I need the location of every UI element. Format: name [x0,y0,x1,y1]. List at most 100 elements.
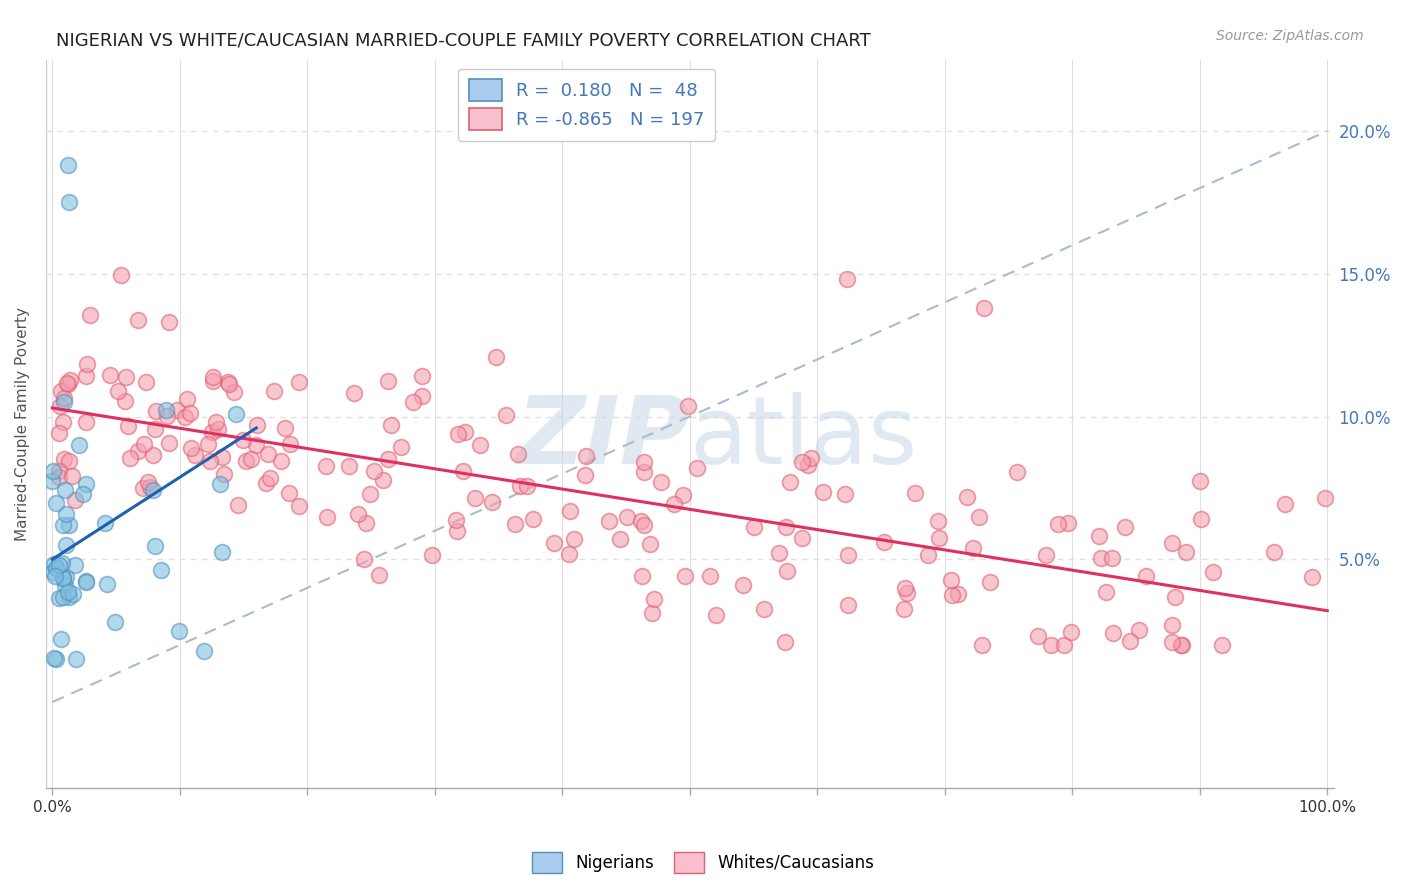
Point [288,375,311,389]
Point [60,468,83,483]
Point [893,602,915,616]
Point [609,533,631,547]
Point [193,643,215,657]
Point [58,454,80,468]
Point [509,479,531,493]
Point [1060,625,1083,640]
Point [970,638,993,652]
Point [1171,638,1194,652]
Point [903,486,925,500]
Point [51,556,73,570]
Point [641,606,664,620]
Point [52,590,75,604]
Point [598,514,620,528]
Point [928,531,950,545]
Point [1102,626,1125,640]
Point [145,404,167,418]
Point [44,651,66,665]
Point [48,558,70,572]
Point [214,467,236,481]
Text: Source: ZipAtlas.com: Source: ZipAtlas.com [1216,29,1364,43]
Point [630,514,652,528]
Point [49,399,72,413]
Point [411,388,433,402]
Point [139,480,162,494]
Point [75,574,97,589]
Point [53,483,76,497]
Legend: R =  0.180   N =  48, R = -0.865   N = 197: R = 0.180 N = 48, R = -0.865 N = 197 [458,69,716,141]
Point [1026,629,1049,643]
Point [166,403,188,417]
Point [699,569,721,583]
Point [377,452,399,467]
Point [1128,623,1150,637]
Point [811,485,834,500]
Point [1174,544,1197,558]
Text: NIGERIAN VS WHITE/CAUCASIAN MARRIED-COUPLE FAMILY POVERTY CORRELATION CHART: NIGERIAN VS WHITE/CAUCASIAN MARRIED-COUP… [56,31,870,49]
Point [1191,512,1213,526]
Point [896,585,918,599]
Point [485,350,508,364]
Point [481,495,503,509]
Point [754,602,776,616]
Point [179,406,201,420]
Point [337,458,360,473]
Point [127,312,149,326]
Point [58,585,80,599]
Point [142,449,165,463]
Point [52,395,75,409]
Point [263,384,285,398]
Point [1090,550,1112,565]
Point [278,436,301,450]
Point [562,532,585,546]
Point [217,375,239,389]
Point [56,158,79,172]
Point [1007,465,1029,479]
Point [52,415,75,429]
Point [1160,618,1182,632]
Point [127,444,149,458]
Point [672,487,695,501]
Point [114,394,136,409]
Point [353,552,375,566]
Point [45,561,67,575]
Point [226,498,249,512]
Point [347,508,370,522]
Point [946,587,969,601]
Point [52,517,75,532]
Point [939,573,962,587]
Point [506,447,529,461]
Point [1047,517,1070,532]
Point [135,375,157,389]
Point [207,422,229,436]
Point [742,520,765,534]
Point [274,421,297,435]
Point [55,578,77,592]
Point [389,440,412,454]
Point [775,520,797,534]
Point [201,370,224,384]
Point [132,481,155,495]
Point [48,591,70,606]
Point [103,615,125,629]
Point [65,492,87,507]
Point [63,558,86,573]
Point [56,376,79,390]
Point [58,377,80,392]
Point [180,441,202,455]
Point [1035,548,1057,562]
Point [837,599,859,613]
Point [790,531,813,545]
Point [516,478,538,492]
Point [143,539,166,553]
Point [55,507,77,521]
Point [44,569,66,583]
Point [1211,638,1233,652]
Point [673,569,696,583]
Point [643,591,665,606]
Point [1188,474,1211,488]
Point [58,517,80,532]
Point [240,451,263,466]
Point [776,564,799,578]
Point [72,487,94,501]
